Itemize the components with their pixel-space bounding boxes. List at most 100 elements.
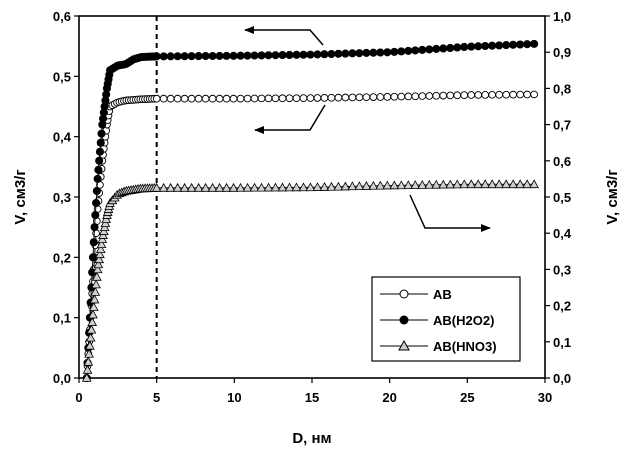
data-point	[446, 43, 455, 53]
data-point	[341, 93, 350, 102]
data-point	[515, 179, 526, 189]
data-point	[383, 93, 392, 101]
data-point	[466, 179, 477, 189]
data-point	[235, 182, 246, 192]
data-point	[431, 179, 442, 189]
data-point	[417, 180, 428, 189]
data-point	[348, 49, 357, 58]
data-point	[292, 50, 301, 59]
data-point	[236, 94, 245, 103]
y-right-axis-ticks: 0,0 0,1 0,2 0,3 0,4 0,5 0,6 0,7 0,8 0,9 1,0	[545, 9, 572, 386]
data-point	[291, 182, 302, 192]
data-point	[159, 52, 168, 61]
data-point	[263, 182, 274, 192]
data-point	[509, 90, 518, 99]
data-point	[495, 90, 504, 99]
data-point	[467, 42, 476, 51]
legend-item-ab-hno3: АВ(HNO3)	[380, 339, 497, 354]
data-point	[411, 46, 420, 55]
data-point	[95, 249, 105, 259]
y-right-tick-label: 0,9	[553, 45, 571, 60]
data-point	[453, 43, 462, 52]
data-point	[81, 372, 92, 382]
data-point	[186, 182, 197, 192]
data-point	[173, 52, 182, 61]
data-point	[425, 92, 434, 100]
annotation-arrow-2	[254, 104, 326, 134]
legend-marker-ab-hno3	[398, 339, 410, 351]
data-point	[172, 182, 183, 192]
data-point	[487, 179, 498, 189]
x-axis-title: D, нм	[292, 430, 331, 447]
data-point	[88, 253, 98, 262]
data-point	[432, 44, 441, 53]
data-point	[179, 182, 190, 192]
data-point	[264, 94, 273, 103]
legend-item-ab-h2o2: АВ(H2O2)	[380, 313, 494, 328]
data-point	[214, 182, 225, 192]
data-point	[271, 94, 280, 103]
data-point	[200, 182, 211, 192]
data-point	[187, 94, 196, 103]
data-point	[495, 41, 504, 50]
data-point	[92, 186, 101, 196]
data-point	[208, 94, 217, 103]
data-point	[305, 182, 316, 192]
data-point	[166, 52, 175, 61]
data-point	[369, 48, 378, 57]
data-point	[333, 181, 344, 191]
data-point	[90, 223, 99, 232]
y-left-tick-label: 0,6	[53, 9, 71, 24]
data-point	[187, 52, 196, 61]
data-point	[285, 94, 294, 103]
data-point	[403, 180, 414, 190]
data-point	[452, 179, 463, 189]
data-point	[215, 94, 224, 103]
y-left-tick-label: 0,2	[53, 250, 71, 265]
data-point	[481, 41, 490, 51]
data-point	[404, 46, 413, 55]
legend-marker-ab-h2o2	[399, 315, 409, 325]
data-point	[292, 94, 301, 103]
data-point	[86, 324, 97, 334]
y-right-tick-label: 0,3	[553, 262, 571, 277]
x-axis-ticks: 0 5 10 15 20 25 30	[75, 378, 552, 405]
series-1	[82, 39, 539, 383]
data-point	[97, 129, 106, 138]
x-tick-label: 5	[153, 390, 160, 405]
data-point	[94, 254, 105, 264]
data-point	[180, 52, 189, 61]
data-point	[87, 317, 98, 326]
data-point	[312, 182, 323, 191]
data-point	[319, 182, 330, 191]
data-point	[91, 279, 101, 289]
data-point	[502, 41, 511, 50]
data-point	[424, 179, 435, 189]
data-point	[376, 93, 385, 101]
legend-label-ab-hno3: АВ(HNO3)	[433, 339, 497, 354]
x-tick-label: 25	[460, 390, 474, 405]
legend-label-ab-h2o2: АВ(H2O2)	[433, 313, 494, 328]
data-point	[368, 180, 379, 190]
data-point	[306, 94, 315, 102]
legend-label-ab: АВ	[433, 287, 452, 302]
data-point	[459, 179, 470, 189]
data-point	[278, 94, 287, 103]
data-point	[320, 94, 329, 102]
data-point	[228, 182, 239, 192]
data-point	[180, 94, 189, 103]
annotation-arrows	[244, 26, 491, 232]
data-point	[488, 41, 497, 50]
y-right-tick-label: 0,1	[553, 335, 571, 350]
data-point	[277, 182, 288, 192]
data-point	[88, 302, 99, 311]
legend-item-ab: АВ	[380, 287, 452, 302]
data-point	[82, 364, 93, 374]
data-point	[361, 181, 372, 190]
legend-marker-ab	[399, 289, 409, 299]
data-point	[95, 244, 106, 254]
data-point	[460, 42, 469, 52]
data-point	[313, 94, 322, 102]
data-point	[159, 94, 168, 103]
data-point	[243, 51, 252, 60]
